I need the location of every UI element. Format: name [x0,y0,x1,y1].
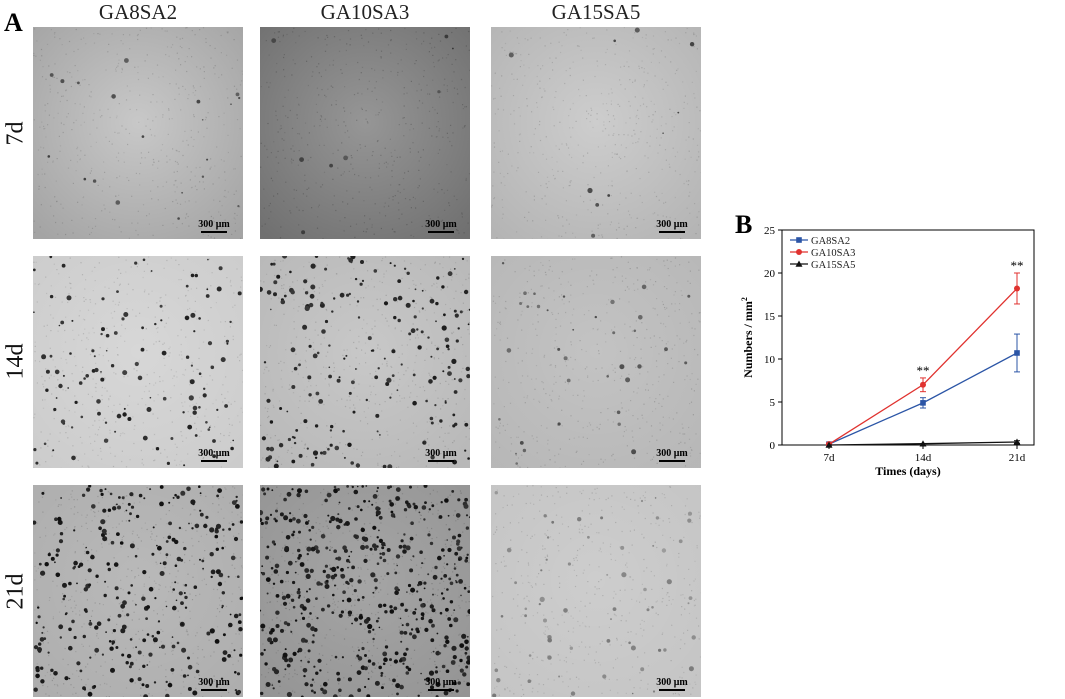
data-point-ga15sa5 [919,440,927,447]
row-label-7d: 7d [2,121,29,146]
y-tick-label: 5 [770,397,776,409]
data-point-ga8sa2 [920,400,926,406]
y-tick-label: 20 [764,268,776,280]
scale-bar-line [659,460,685,462]
y-axis-label-text: Numbers / mm [741,301,755,378]
panel-a-letter: A [4,8,23,37]
legend-label-ga10sa3: GA10SA3 [811,248,855,259]
scale-bar-line [201,231,227,233]
data-point-ga15sa5 [1013,438,1021,445]
scale-bar: 300 μm [656,677,688,691]
scale-bar-label: 300 μm [656,677,688,688]
scale-bar: 300 μm [425,448,457,462]
x-axis-label: Times (days) [875,464,940,478]
y-axis-label-superscript: 2 [740,297,749,301]
micrograph-21d-ga15sa5: 300 μm [491,485,701,697]
line-chart: 0 5 10 15 20 25 7d 14d 21d Times (days) Numbers / … [740,225,1035,478]
y-tick-label: 0 [770,440,776,452]
column-title-ga10sa3: GA10SA3 [320,0,410,24]
scale-bar-label: 300 μm [425,219,457,230]
data-point-ga10sa3 [920,381,926,388]
micrograph-7d-ga15sa5: 300 μm [491,27,701,239]
column-title-ga15sa5: GA15SA5 [551,0,641,24]
micrograph-21d-ga8sa2: 300 μm [33,485,243,697]
scale-bar: 300 μm [198,219,230,233]
scale-bar: 300 μm [198,677,230,691]
scale-bar-line [201,689,227,691]
scale-bar-line [428,231,454,233]
scale-bar-line [659,689,685,691]
x-tick-label: 7d [824,452,836,464]
scale-bar: 300 μm [425,219,457,233]
scale-bar-label: 300 μm [198,219,230,230]
row-label-21d: 21d [2,573,29,610]
legend-marker-ga8sa2 [796,237,802,243]
micrograph-14d-ga15sa5: 300 μm [491,256,701,468]
panel-b-letter: B [735,210,753,239]
scale-bar-label: 300 μm [198,448,230,459]
scale-bar: 300 μm [656,219,688,233]
scale-bar-label: 300 μm [425,677,457,688]
y-tick-label: 15 [764,311,776,323]
scale-bar-line [428,689,454,691]
data-point-ga15sa5 [825,441,833,448]
legend-marker-ga10sa3 [796,249,802,255]
y-axis-label: Numbers / mm2 [740,297,755,378]
plot-frame [781,229,1035,446]
scale-bar-line [659,231,685,233]
y-tick-label: 10 [764,354,776,366]
micrograph-7d-ga8sa2: 300 μm [33,27,243,239]
micrograph-7d-ga10sa3: 300 μm [260,27,470,239]
row-label-14d: 14d [2,343,29,380]
scale-bar-line [428,460,454,462]
scale-bar-label: 300 μm [425,448,457,459]
scale-bar-line [201,460,227,462]
micrograph-21d-ga10sa3: 300 μm [260,485,470,697]
y-tick-label: 25 [764,225,776,237]
column-title-ga8sa2: GA8SA2 [98,0,178,24]
scale-bar: 300 μm [425,677,457,691]
data-point-ga10sa3 [1014,285,1020,292]
scale-bar: 300 μm [656,448,688,462]
legend-label-ga15sa5: GA15SA5 [811,260,855,271]
x-tick-label: 21d [1009,452,1026,464]
legend-marker-ga15sa5 [795,260,803,267]
scale-bar-label: 300 μm [656,219,688,230]
micrograph-14d-ga10sa3: 300 μm [260,256,470,468]
significance-marker: ** [1011,258,1024,273]
micrograph-14d-ga8sa2: 300 μm [33,256,243,468]
scale-bar-label: 300 μm [656,448,688,459]
legend-label-ga8sa2: GA8SA2 [811,236,850,247]
significance-marker: ** [917,363,930,378]
scale-bar-label: 300 μm [198,677,230,688]
data-point-ga8sa2 [1014,350,1020,356]
x-tick-label: 14d [915,452,932,464]
scale-bar: 300 μm [198,448,230,462]
